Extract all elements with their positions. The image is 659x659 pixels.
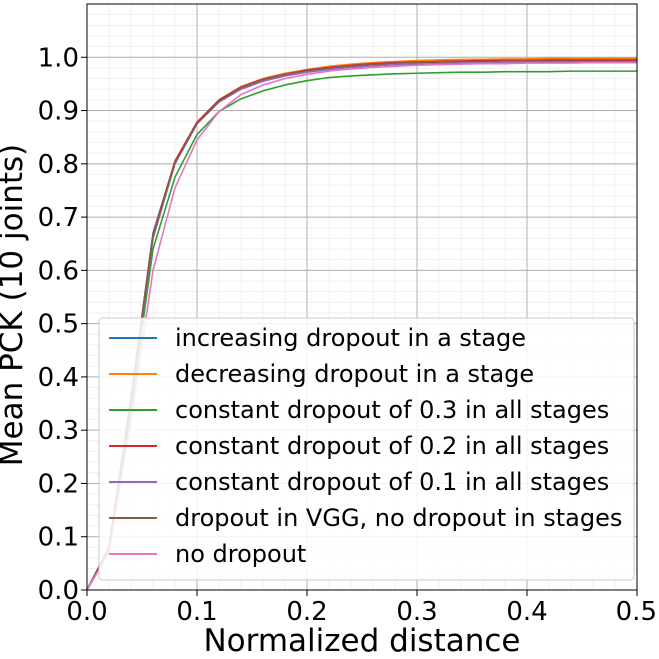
y-tick-label: 0.4 [38,363,79,393]
y-tick-label: 0.8 [38,150,79,180]
plot-frame [86,3,638,591]
x-tick-label: 0.5 [616,597,657,627]
y-tick-label: 0.0 [38,576,79,606]
legend-label-2: decreasing dropout in a stage [175,360,534,388]
x-tick-label: 0.3 [396,597,437,627]
legend-label-5: constant dropout of 0.1 in all stages [175,468,609,496]
x-tick-label: 0.4 [506,597,547,627]
x-tick-label: 0.1 [176,597,217,627]
series-line-6 [86,60,637,591]
y-axis-label: Mean PCK (10 joints) [0,144,30,466]
series-line-3 [86,70,637,591]
y-tick-label: 0.1 [38,523,79,553]
y-tick-label: 0.2 [38,469,79,499]
axis-ticks: 0.0 0.1 0.2 0.3 0.4 0.5 0.0 0.1 0.2 0.3 0.4 0.5 0.6 0… [38,43,657,627]
legend-label-6: dropout in VGG, no dropout in stages [175,504,622,532]
y-tick-label: 0.3 [38,416,79,446]
legend-label-4: constant dropout of 0.2 in all stages [175,432,609,460]
y-tick-label: 1.0 [38,43,79,73]
x-tick-label: 0.2 [286,597,327,627]
series-lines [86,57,637,591]
legend-label-1: increasing dropout in a stage [175,324,526,352]
legend: increasing dropout in a stage decreasing … [98,317,635,581]
x-tick-label: 0.0 [66,597,107,627]
legend-box [98,317,635,581]
y-tick-label: 0.9 [38,97,79,127]
series-line-7 [86,61,637,591]
legend-label-7: no dropout [175,540,306,568]
x-axis-label: Normalized distance [203,623,520,659]
y-tick-label: 0.6 [38,256,79,286]
legend-label-3: constant dropout of 0.3 in all stages [175,396,609,424]
y-tick-label: 0.7 [38,203,79,233]
y-tick-label: 0.5 [38,310,79,340]
